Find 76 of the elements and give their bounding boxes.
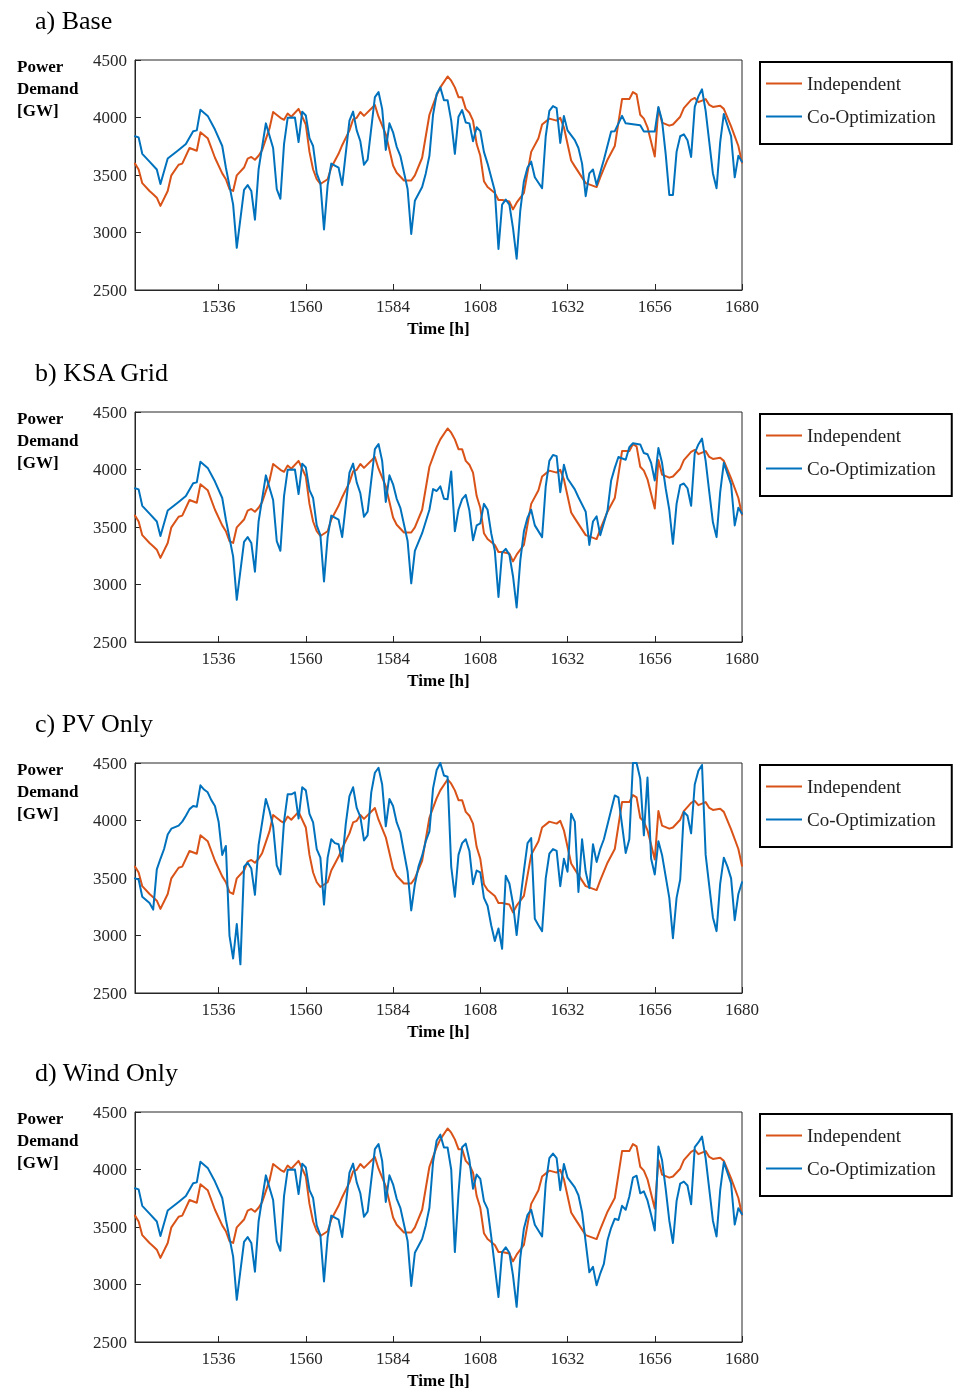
x-tick-label: 1560 <box>288 649 323 668</box>
x-tick-label: 1608 <box>463 297 498 316</box>
legend-label: Co-Optimization <box>807 458 937 479</box>
x-tick-label: 1632 <box>550 297 585 316</box>
x-tick-label: 1536 <box>201 649 236 668</box>
x-tick-label: 1608 <box>463 649 498 668</box>
x-tick-label: 1632 <box>550 1000 585 1019</box>
line-series <box>134 437 743 609</box>
y-tick-label: 3500 <box>93 868 127 888</box>
y-tick-label: 2500 <box>93 1332 127 1352</box>
y-tick-label: 3000 <box>93 1275 127 1294</box>
x-tick-label: 1584 <box>376 1000 411 1019</box>
y-tick-label: 3500 <box>93 1217 127 1237</box>
line-series <box>134 778 743 914</box>
x-tick-label: 1536 <box>201 1000 236 1019</box>
x-tick-label: 1680 <box>725 1349 759 1368</box>
x-tick-label: 1608 <box>463 1000 498 1019</box>
x-tick-label: 1632 <box>550 649 585 668</box>
y-axis-title: Power Demand [GW] <box>17 408 79 472</box>
y-tick-label: 2500 <box>93 280 127 300</box>
chart-title: c) PV Only <box>35 708 153 738</box>
x-tick-label: 1560 <box>288 1349 323 1368</box>
chart-title: d) Wind Only <box>35 1057 178 1087</box>
legend-label: Co-Optimization <box>807 809 937 830</box>
legend-label: Independent <box>807 776 902 797</box>
legend-label: Co-Optimization <box>807 106 937 127</box>
legend-label: Independent <box>807 425 902 446</box>
legend-label: Independent <box>807 1125 902 1146</box>
x-axis-title: Time [h] <box>407 319 470 338</box>
x-tick-label: 1608 <box>463 1349 498 1368</box>
x-tick-label: 1680 <box>725 297 759 316</box>
chart-title: b) KSA Grid <box>35 357 168 387</box>
x-tick-label: 1656 <box>637 649 672 668</box>
y-tick-label: 3000 <box>93 223 127 242</box>
legend-label: Independent <box>807 73 902 94</box>
y-tick-label: 3500 <box>93 165 127 185</box>
y-tick-label: 4000 <box>93 108 127 127</box>
y-tick-label: 4500 <box>93 1102 127 1122</box>
y-tick-label: 3000 <box>93 575 127 594</box>
y-tick-label: 2500 <box>93 632 127 652</box>
line-series <box>134 1127 743 1263</box>
x-tick-label: 1680 <box>725 649 759 668</box>
x-tick-label: 1656 <box>637 297 672 316</box>
legend-label: Co-Optimization <box>807 1158 937 1179</box>
x-tick-label: 1560 <box>288 297 323 316</box>
line-series <box>134 1133 743 1308</box>
line-series <box>134 75 743 211</box>
y-axis-title: Power Demand [GW] <box>17 56 79 120</box>
chart-title: a) Base <box>35 5 113 35</box>
y-tick-label: 2500 <box>93 983 127 1003</box>
x-tick-label: 1560 <box>288 1000 323 1019</box>
line-series <box>134 86 743 260</box>
y-tick-label: 4000 <box>93 460 127 479</box>
line-series <box>134 762 743 966</box>
y-tick-label: 4500 <box>93 753 127 773</box>
x-tick-label: 1584 <box>376 1349 411 1368</box>
x-tick-label: 1584 <box>376 649 411 668</box>
x-tick-label: 1680 <box>725 1000 759 1019</box>
x-tick-label: 1536 <box>201 1349 236 1368</box>
x-axis-title: Time [h] <box>407 1022 470 1041</box>
x-axis-title: Time [h] <box>407 1371 470 1390</box>
x-tick-label: 1656 <box>637 1000 672 1019</box>
x-tick-label: 1632 <box>550 1349 585 1368</box>
y-tick-label: 4000 <box>93 811 127 830</box>
x-axis-title: Time [h] <box>407 671 470 690</box>
y-tick-label: 3500 <box>93 517 127 537</box>
y-tick-label: 3000 <box>93 926 127 945</box>
x-tick-label: 1656 <box>637 1349 672 1368</box>
x-tick-label: 1584 <box>376 297 411 316</box>
x-tick-label: 1536 <box>201 297 236 316</box>
y-tick-label: 4500 <box>93 50 127 70</box>
y-tick-label: 4000 <box>93 1160 127 1179</box>
y-axis-title: Power Demand [GW] <box>17 1108 79 1172</box>
y-axis-title: Power Demand [GW] <box>17 759 79 823</box>
y-tick-label: 4500 <box>93 402 127 422</box>
line-series <box>134 427 743 563</box>
